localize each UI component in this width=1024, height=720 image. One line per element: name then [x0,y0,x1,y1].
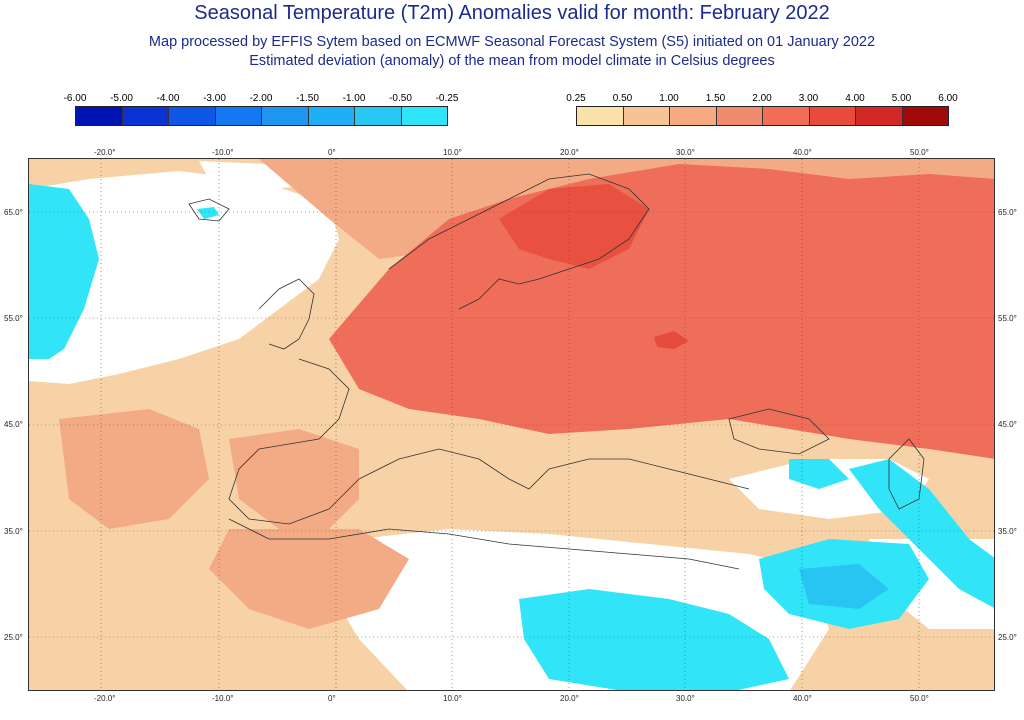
map-subtitle-units: Estimated deviation (anomaly) of the mea… [249,53,775,69]
colorbar-positive-swatch [670,107,717,125]
lon-label-top: 50.0° [910,148,929,157]
cb-neg-label: -5.00 [110,93,133,104]
coast-mediterranean [358,448,750,490]
cb-neg-label: -4.00 [156,93,180,104]
coast-north-africa [228,518,740,570]
colorbar-negative-swatch [76,107,123,125]
map-subtitle-source: Map processed by EFFIS Sytem based on EC… [148,34,876,50]
negative-colorbar-labels: -6.00 -5.00 -4.00 -3.00 -2.00 -1.50 -1.0… [64,93,459,105]
cold-anomaly-iran [849,459,994,608]
lat-label-left: 65.0° [4,208,23,217]
cold-anomaly-turkey [789,459,849,489]
lon-label-bottom: -20.0° [94,694,116,703]
colorbar-negative-swatch [308,107,355,125]
cb-neg-label: -0.50 [389,93,412,104]
lat-label-right: 65.0° [998,208,1017,217]
cb-pos-label: 4.00 [845,93,865,104]
cb-pos-label: 1.50 [705,93,726,104]
colorbar-positive-swatch [577,107,624,125]
cb-pos-label: 0.25 [566,93,586,104]
cb-pos-label: 0.50 [612,93,633,104]
colorbar-positive-swatch [716,107,763,125]
cb-neg-label: -1.50 [296,93,319,104]
lon-label-top: 40.0° [793,148,812,157]
colorbar-negative-swatch [355,107,402,125]
cb-pos-label: 2.00 [752,93,772,104]
map-title: Seasonal Temperature (T2m) Anomalies val… [194,2,830,24]
lon-label-bottom: 10.0° [443,694,462,703]
coast-iceland [188,198,230,222]
anomaly-map[interactable] [28,158,995,691]
cb-pos-label: 3.00 [798,93,819,104]
lon-label-bottom: 20.0° [560,694,579,703]
colorbar-positive-swatch [856,107,903,125]
cb-pos-label: 1.00 [659,93,679,104]
coast-caspian [888,438,925,510]
cb-neg-label: -6.00 [63,93,87,104]
positive-colorbar-labels: 0.25 0.50 1.00 1.50 2.00 3.00 4.00 5.00 … [566,93,957,105]
cold-anomaly-greenland [29,184,99,359]
lon-label-top: 0° [328,148,336,157]
zero-anomaly-atlantic [29,171,339,384]
lat-label-left: 55.0° [4,314,23,323]
lon-label-top: -10.0° [212,148,234,157]
colorbar-positive-swatch [763,107,810,125]
coast-west-europe [228,358,360,525]
cb-pos-label: 6.00 [938,93,958,104]
colorbar-negative-swatch [169,107,216,125]
lon-label-top: 10.0° [443,148,462,157]
negative-anomaly-colorbar [75,106,448,126]
lat-label-right: 25.0° [998,633,1017,642]
warm-anomaly-europe-core [329,164,994,459]
lat-label-left: 35.0° [4,527,23,536]
lat-label-right: 35.0° [998,527,1017,536]
coast-scandinavia [388,173,650,310]
colorbar-positive-swatch [902,107,948,125]
lat-label-right: 55.0° [998,314,1017,323]
cold-anomaly-libya-egypt [519,589,789,690]
lon-label-bottom: 0° [328,694,336,703]
lon-label-top: 20.0° [560,148,579,157]
warm-anomaly-atlantic-west [59,409,209,529]
warm-anomaly-north-africa [209,529,409,629]
lat-label-right: 45.0° [998,420,1017,429]
cb-neg-label: -3.00 [203,93,226,104]
cold-anomaly-middle-east-core [799,564,889,609]
cold-anomaly-iceland [197,207,219,219]
lon-label-bottom: 50.0° [910,694,929,703]
cb-neg-label: -2.00 [249,93,273,104]
cb-neg-label: -0.25 [435,93,459,104]
lat-label-left: 45.0° [4,420,23,429]
warm-anomaly-max-spot [654,331,689,349]
lat-label-left: 25.0° [4,633,23,642]
cb-pos-label: 5.00 [891,93,912,104]
colorbar-positive-swatch [809,107,856,125]
lon-label-bottom: 40.0° [793,694,812,703]
lon-label-top: -20.0° [94,148,116,157]
graticule [29,159,994,690]
warm-anomaly-iberia [229,429,359,529]
cb-neg-label: -1.00 [342,93,366,104]
anomaly-map-canvas [29,159,994,690]
warm-anomaly-scandinavia [499,184,649,269]
lon-label-top: 30.0° [676,148,695,157]
colorbar-negative-swatch [215,107,262,125]
positive-anomaly-colorbar [576,106,949,126]
colorbar-negative-swatch [401,107,447,125]
lon-label-bottom: -10.0° [212,694,234,703]
colorbar-negative-swatch [262,107,309,125]
lon-label-bottom: 30.0° [676,694,695,703]
coast-uk [258,278,315,350]
colorbar-negative-swatch [122,107,169,125]
coast-black-sea [728,408,830,455]
colorbar-positive-swatch [623,107,670,125]
coastlines [188,173,925,570]
